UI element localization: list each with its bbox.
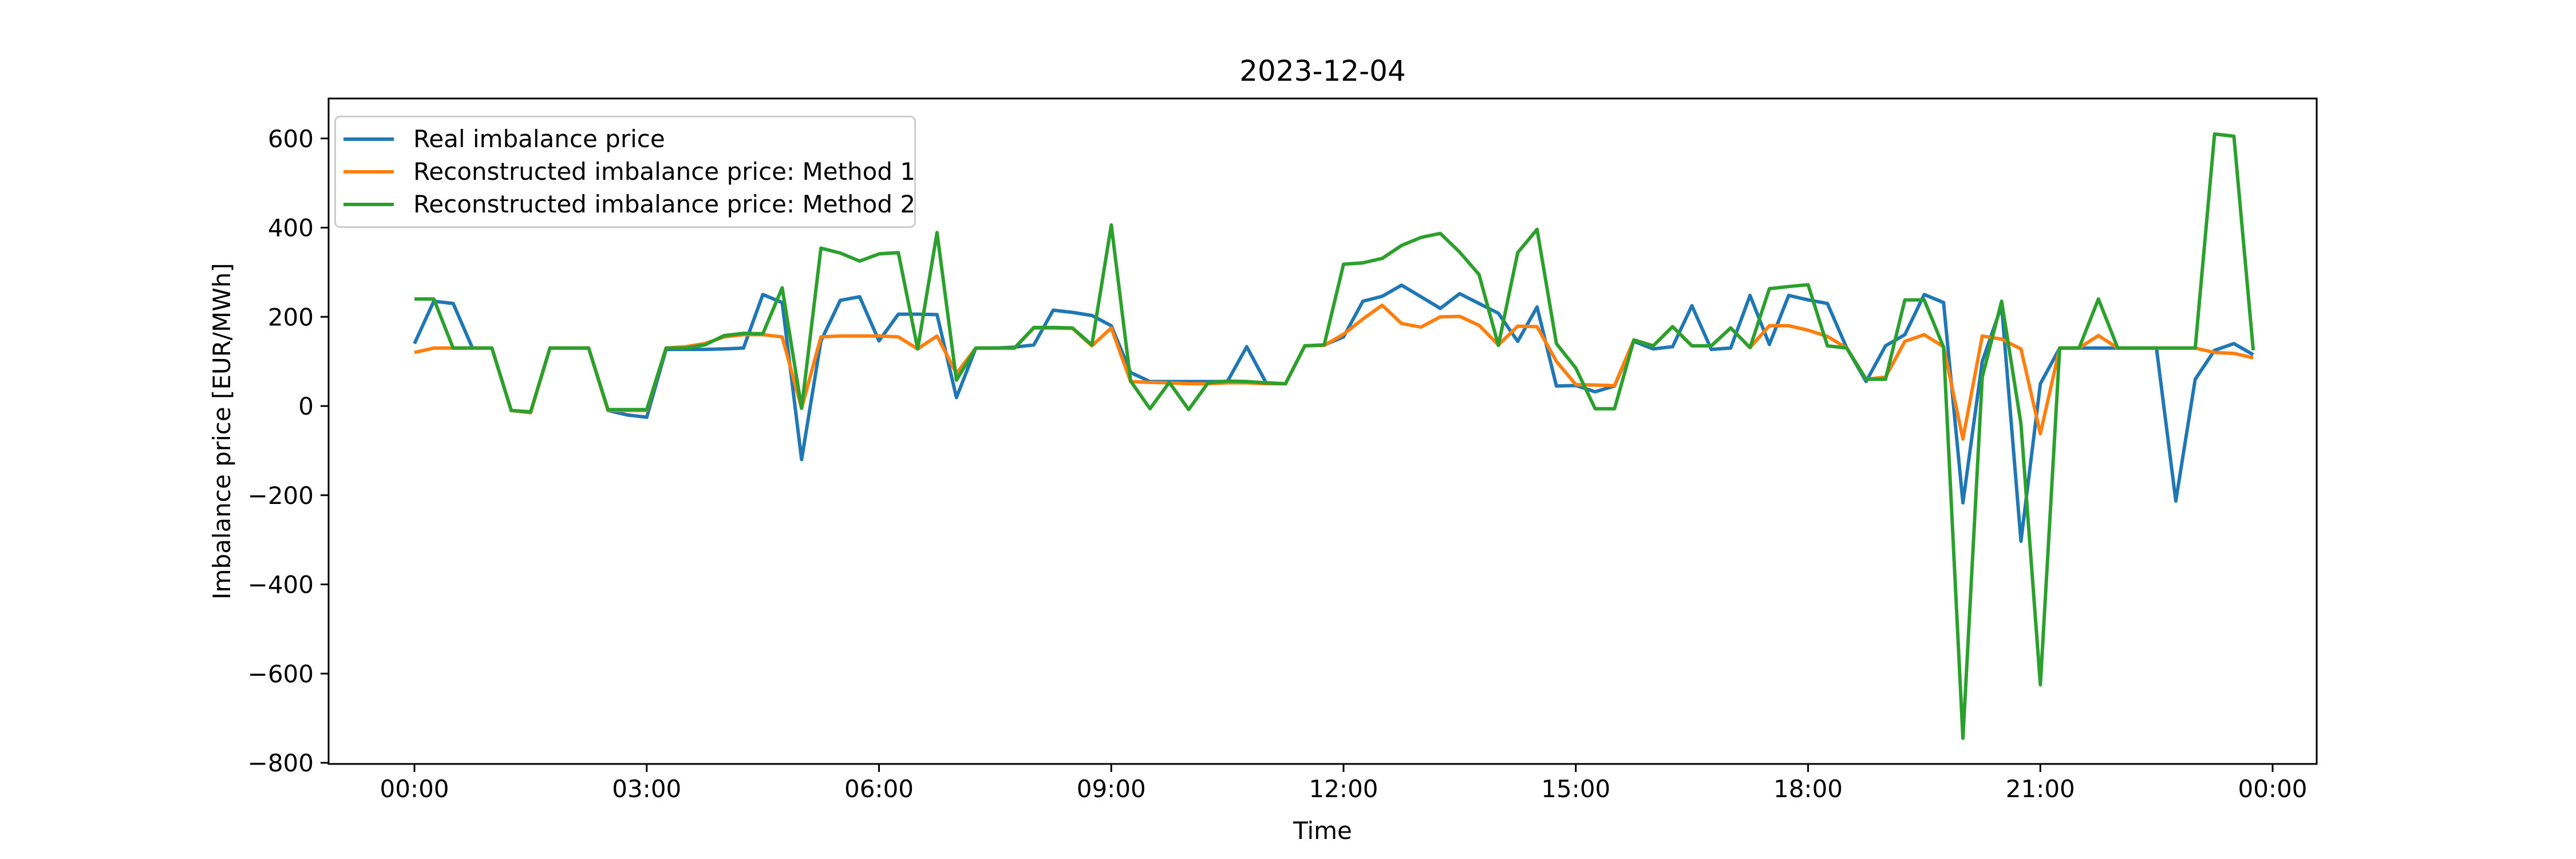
y-axis-label: Imbalance price [EUR/MWh] xyxy=(208,263,236,600)
x-tick-label: 15:00 xyxy=(1541,775,1610,803)
chart-title: 2023-12-04 xyxy=(1239,54,1406,88)
legend-swatch-real-price xyxy=(343,137,394,141)
y-tick-label: 400 xyxy=(268,214,314,242)
legend: Real imbalance price Reconstructed imbal… xyxy=(334,116,916,228)
x-tick-label: 00:00 xyxy=(2238,775,2307,803)
axes-frame xyxy=(327,97,2318,765)
x-tick-label: 12:00 xyxy=(1309,775,1378,803)
x-tick-label: 18:00 xyxy=(1773,775,1843,803)
y-tick-label: 200 xyxy=(268,303,314,331)
y-tick-label: 600 xyxy=(268,125,314,153)
y-tick-label: −800 xyxy=(248,749,314,777)
series-line-0 xyxy=(413,283,2254,543)
legend-swatch-method-2 xyxy=(343,202,394,206)
series-line-1 xyxy=(414,304,2254,441)
legend-item-method-1: Reconstructed imbalance price: Method 1 xyxy=(343,158,915,185)
x-tick-label: 21:00 xyxy=(2006,775,2075,803)
legend-label-real-price: Real imbalance price xyxy=(413,125,665,153)
legend-item-method-2: Reconstructed imbalance price: Method 2 xyxy=(343,191,915,218)
x-tick-label: 09:00 xyxy=(1077,775,1146,803)
legend-swatch-method-1 xyxy=(343,170,394,174)
legend-item-real-price: Real imbalance price xyxy=(343,126,904,152)
y-tick-label: 0 xyxy=(298,392,314,420)
y-tick-label: −400 xyxy=(248,571,314,599)
x-tick-label: 03:00 xyxy=(612,775,681,803)
x-tick-label: 00:00 xyxy=(380,775,449,803)
legend-label-method-2: Reconstructed imbalance price: Method 2 xyxy=(413,190,916,218)
x-tick-label: 06:00 xyxy=(844,775,914,803)
x-axis-label: Time xyxy=(1293,817,1352,845)
y-tick-label: −600 xyxy=(248,660,314,688)
legend-label-method-1: Reconstructed imbalance price: Method 1 xyxy=(413,157,916,186)
series-line-2 xyxy=(414,132,2255,740)
y-tick-label: −200 xyxy=(248,482,314,510)
